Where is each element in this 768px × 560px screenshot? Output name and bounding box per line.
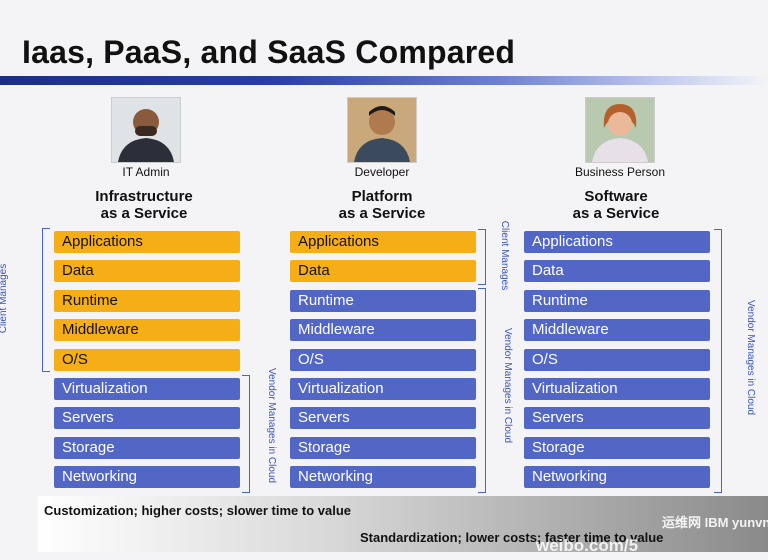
iaas-vendor-label: Vendor Manages in Cloud (266, 367, 278, 484)
layer-storage: Storage (524, 437, 710, 459)
layer-runtime: Runtime (290, 290, 476, 312)
paas-vendor-label: Vendor Manages in Cloud (502, 327, 514, 444)
layer-virtualization: Virtualization (290, 378, 476, 400)
business-person-photo (585, 97, 655, 163)
layer-storage: Storage (290, 437, 476, 459)
layer-runtime: Runtime (524, 290, 710, 312)
iaas-title: Infrastructure as a Service (50, 188, 238, 222)
persona-label: Developer (354, 165, 410, 179)
developer-photo (347, 97, 417, 163)
person-icon (592, 104, 648, 162)
layer-applications: Applications (54, 231, 240, 253)
paas-client-label: Client Manages (499, 220, 511, 291)
title-line: Platform (351, 188, 413, 205)
layer-o-s: O/S (54, 349, 240, 371)
title-line: as a Service (338, 205, 426, 222)
layer-networking: Networking (54, 466, 240, 488)
layer-data: Data (290, 260, 476, 282)
layer-middleware: Middleware (524, 319, 710, 341)
page-title: Iaas, PaaS, and SaaS Compared (22, 34, 516, 70)
layer-data: Data (524, 260, 710, 282)
layer-virtualization: Virtualization (54, 378, 240, 400)
title-line: as a Service (100, 205, 188, 222)
iaas-client-label: Client Manages (0, 263, 10, 334)
persona-business-person: Business Person (570, 97, 670, 179)
tradeoff-band (38, 496, 768, 552)
layer-applications: Applications (524, 231, 710, 253)
saas-vendor-brace (714, 229, 722, 493)
customization-text: Customization; higher costs; slower time… (44, 503, 351, 518)
persona-label: Business Person (574, 165, 666, 179)
standardization-text: Standardization; lower costs; faster tim… (360, 530, 664, 545)
title-line: Infrastructure (95, 188, 193, 205)
paas-vendor-brace (478, 288, 486, 493)
layer-data: Data (54, 260, 240, 282)
layer-runtime: Runtime (54, 290, 240, 312)
watermark-text: weibo.com/5 (536, 536, 639, 555)
persona-label: IT Admin (122, 165, 170, 179)
iaas-client-brace (42, 228, 50, 372)
layer-o-s: O/S (290, 349, 476, 371)
person-icon (354, 106, 410, 162)
title-line: Software (584, 188, 648, 205)
layer-networking: Networking (524, 466, 710, 488)
layer-networking: Networking (290, 466, 476, 488)
person-icon (118, 109, 174, 162)
layer-middleware: Middleware (290, 319, 476, 341)
persona-it-admin: IT Admin (106, 97, 186, 179)
persona-developer: Developer (342, 97, 422, 179)
paas-title: Platform as a Service (288, 188, 476, 222)
saas-vendor-label: Vendor Manages in Cloud (745, 299, 757, 416)
layer-o-s: O/S (524, 349, 710, 371)
layer-servers: Servers (54, 407, 240, 429)
layer-applications: Applications (290, 231, 476, 253)
saas-title: Software as a Service (522, 188, 710, 222)
title-line: as a Service (572, 205, 660, 222)
paas-client-brace (478, 229, 486, 285)
layer-servers: Servers (290, 407, 476, 429)
watermark-logo: 运维网 IBM yunvn.com (662, 515, 768, 530)
it-admin-photo (111, 97, 181, 163)
layer-storage: Storage (54, 437, 240, 459)
layer-middleware: Middleware (54, 319, 240, 341)
title-rule (0, 76, 768, 85)
layer-servers: Servers (524, 407, 710, 429)
iaas-vendor-brace (242, 375, 250, 493)
layer-virtualization: Virtualization (524, 378, 710, 400)
